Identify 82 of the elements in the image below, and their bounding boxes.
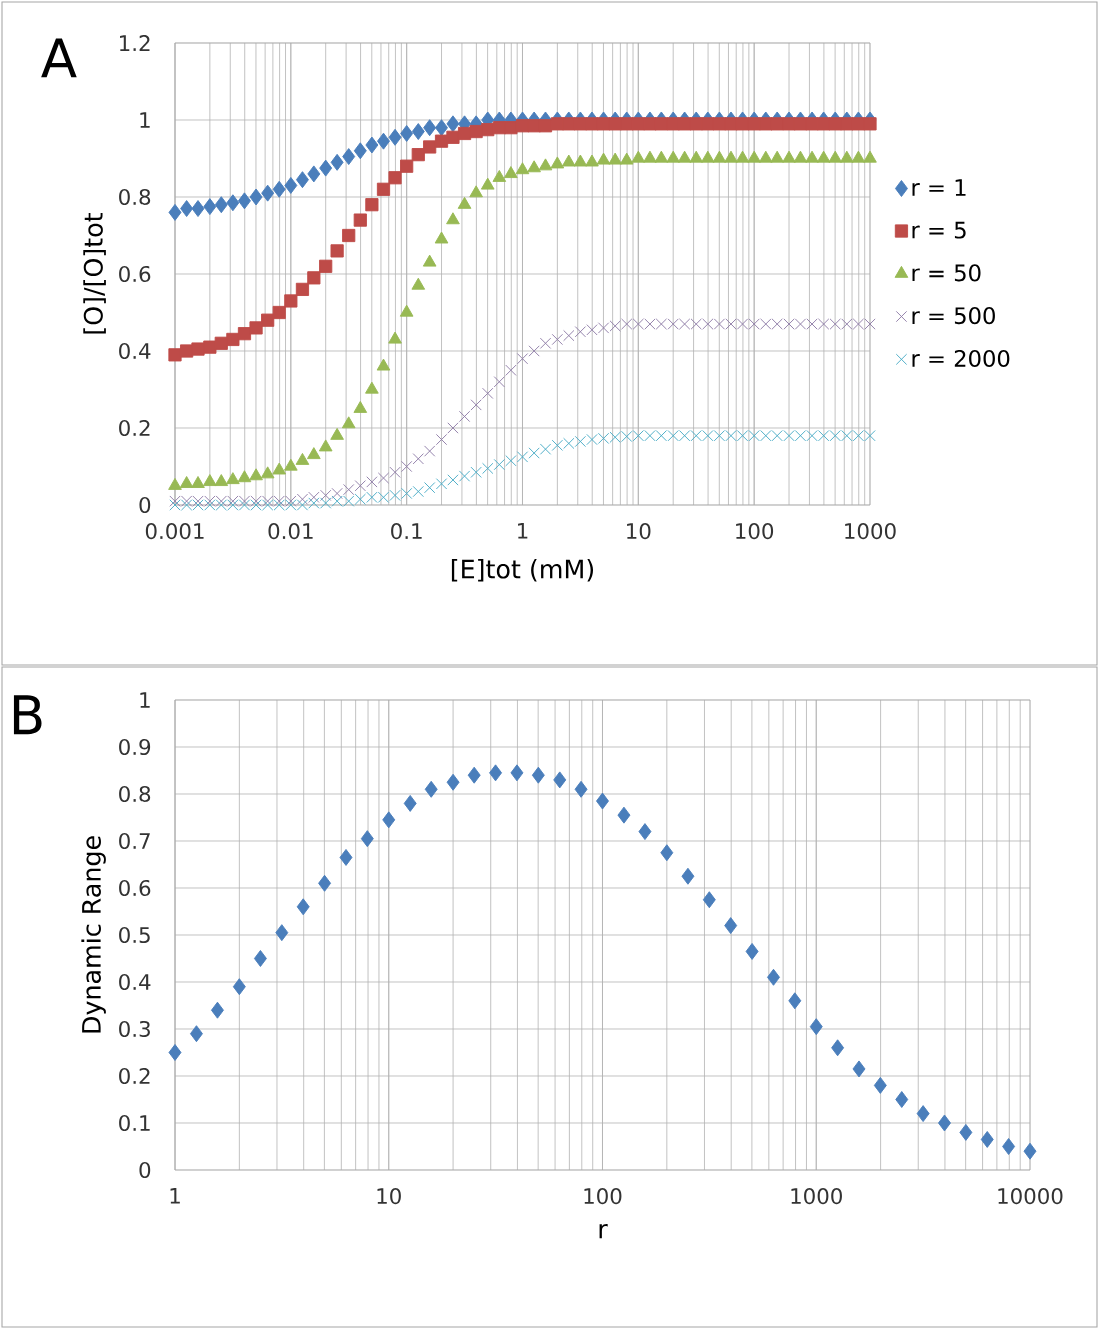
x-tick-label: 100 [584,1188,622,1205]
point [788,992,802,1010]
point [724,917,738,935]
point [809,1018,823,1036]
legend-label: r = 5 [912,221,966,239]
point [360,830,374,848]
point [767,968,780,986]
y-tick-label: 0.5 [119,926,150,944]
y-tick-label: 1.2 [120,35,150,51]
legend-label: r = 1 [912,179,966,196]
point [189,1025,203,1043]
x-tick-label: 1000 [845,523,896,540]
point [681,867,695,885]
point [210,1001,224,1019]
point [275,924,289,942]
text: B [13,695,42,735]
legend-label: r = 2000 [912,349,1010,368]
y-tick-label: 0.2 [119,419,150,437]
point [1002,1138,1016,1155]
legend-label: r = 500 [912,307,995,325]
legend-label: r = 50 [912,264,981,282]
point [467,766,481,784]
y-tick-label: 0.6 [119,265,151,283]
x-tick-label: 0.1 [391,523,422,540]
point [339,848,353,866]
y-tick-label: 1 [140,112,150,128]
y-tick-label: 0.3 [119,1020,150,1038]
y-tick-label: 0.4 [119,973,151,991]
y-tick-label: 0.7 [119,832,150,850]
x-tick-label: 10000 [998,1188,1063,1205]
point [638,823,652,841]
y-tick-label: 0.8 [119,188,151,206]
point [596,792,609,810]
y-tick-label: 0.9 [119,738,151,756]
point [253,950,267,967]
x-tick-label: 1 [518,523,528,539]
x-tick-label: 10 [377,1188,401,1205]
point [980,1130,994,1148]
point [702,891,716,909]
point [938,1114,951,1132]
point [553,771,567,789]
point [574,780,588,798]
point [382,811,396,829]
point [873,1076,887,1094]
y-tick-label: 0.4 [119,342,151,360]
x-axis-title: [E]tot (mM) [451,559,594,582]
point [852,1060,866,1078]
point [403,794,417,812]
y-tick-label: 0.6 [119,879,151,897]
point [959,1123,973,1141]
y-tick-label: 0.8 [119,785,151,803]
y-tick-label: 0.2 [119,1067,150,1085]
x-tick-label: 1000 [791,1188,842,1205]
point [617,806,631,824]
point [232,978,246,996]
text: A [41,38,77,78]
point [424,780,438,798]
y-axis-title: Dynamic Range [81,836,106,1033]
point [831,1039,845,1057]
point [168,1044,182,1061]
y-tick-label: 0 [139,496,151,514]
x-tick-label: 100 [736,523,774,540]
point [489,764,503,782]
x-axis-title: r [599,1224,608,1239]
point [318,874,332,892]
x-tick-label: 1 [170,1188,180,1204]
point [531,766,545,784]
y-axis-title: [O]/[O]tot [83,212,106,334]
y-tick-label: 0.1 [119,1114,150,1132]
point [510,764,524,782]
x-tick-label: 0.001 [145,523,204,540]
x-tick-label: 10 [627,523,651,540]
point [296,898,310,916]
point [1023,1142,1037,1160]
point [895,1091,909,1108]
point [916,1105,930,1123]
point [745,942,759,960]
point [446,773,460,791]
point [660,844,674,862]
y-tick-label: 1 [140,692,150,708]
x-tick-label: 0.01 [268,523,313,540]
y-tick-label: 0 [139,1161,151,1179]
